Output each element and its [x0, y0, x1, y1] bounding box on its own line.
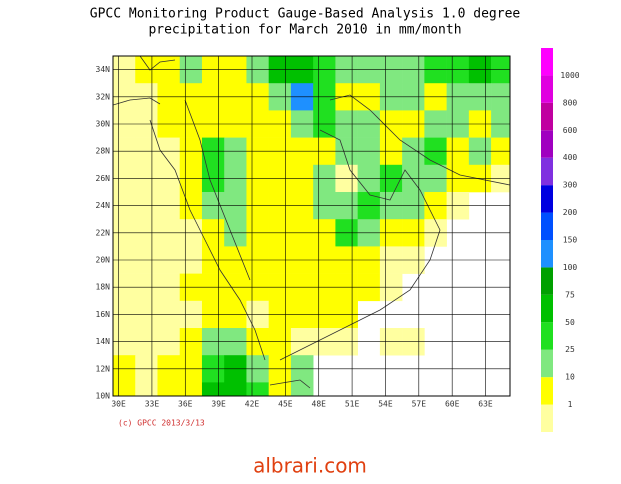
x-tick-label: 30E: [111, 400, 126, 409]
colorbar-box: [541, 212, 553, 240]
plot-frame: [112, 55, 511, 397]
colorbar-label: 25: [565, 345, 575, 354]
x-tick-label: 60E: [445, 400, 460, 409]
colorbar-box: [541, 130, 553, 158]
colorbar-box: [541, 267, 553, 295]
copyright: (c) GPCC 2013/3/13: [118, 419, 205, 428]
y-tick-label: 18N: [96, 283, 111, 292]
cell: [224, 382, 247, 396]
colorbar-label: 75: [565, 290, 575, 299]
colorbar-box: [541, 102, 553, 131]
cell: [157, 382, 181, 396]
grid: [113, 56, 510, 397]
y-tick-label: 26N: [96, 174, 111, 183]
chart-subtitle: precipitation for March 2010 in mm/month: [148, 23, 461, 38]
colorbar-box: [541, 157, 553, 186]
colorbar-label: 100: [563, 263, 578, 272]
colorbar: 1 10 25 50 75 100 150 200 300 400 600 800 1000: [541, 48, 580, 432]
x-tick-label: 39E: [211, 400, 226, 409]
x-tick-label: 63E: [478, 400, 493, 409]
y-tick-label: 30N: [96, 120, 111, 129]
colorbar-label: 300: [563, 181, 578, 190]
x-tick-label: 51E: [345, 400, 360, 409]
colorbar-box: [541, 377, 553, 405]
colorbar-box: [541, 404, 553, 432]
colorbar-label: 50: [565, 318, 575, 327]
x-tick-label: 48E: [312, 400, 327, 409]
y-tick-label: 10N: [96, 392, 111, 401]
y-tick-label: 32N: [96, 92, 111, 101]
colorbar-label: 150: [563, 236, 578, 245]
y-tick-label: 34N: [96, 65, 111, 74]
x-tick-label: 33E: [145, 400, 160, 409]
colorbar-label: 800: [563, 98, 578, 107]
colorbar-label: 600: [563, 126, 578, 135]
colorbar-label: 1000: [560, 71, 579, 80]
colorbar-label: 200: [563, 208, 578, 217]
y-tick-label: 24N: [96, 201, 111, 210]
colorbar-box: [541, 240, 553, 268]
y-tick-label: 16N: [96, 310, 111, 319]
colorbar-box: [541, 75, 553, 103]
x-tick-label: 45E: [278, 400, 293, 409]
y-tick-label: 12N: [96, 364, 111, 373]
x-tick-label: 57E: [412, 400, 427, 409]
y-tick-label: 22N: [96, 228, 111, 237]
colorbar-box: [541, 294, 553, 323]
colorbar-label: 10: [565, 373, 575, 382]
colorbar-box: [541, 349, 553, 378]
x-tick-label: 36E: [178, 400, 193, 409]
chart-title: GPCC Monitoring Product Gauge-Based Anal…: [90, 7, 521, 22]
y-tick-label: 14N: [96, 337, 111, 346]
x-tick-label: 42E: [245, 400, 260, 409]
coastline: [113, 56, 510, 389]
x-tick-label: 54E: [378, 400, 393, 409]
colorbar-box: [541, 185, 553, 213]
colorbar-label: 1: [568, 400, 573, 409]
colorbar-label: 400: [563, 153, 578, 162]
y-tick-label: 28N: [96, 147, 111, 156]
colorbar-box: [541, 322, 553, 350]
colorbar-box: [541, 48, 553, 76]
watermark: albrari.com: [253, 454, 367, 478]
y-tick-label: 20N: [96, 256, 111, 265]
